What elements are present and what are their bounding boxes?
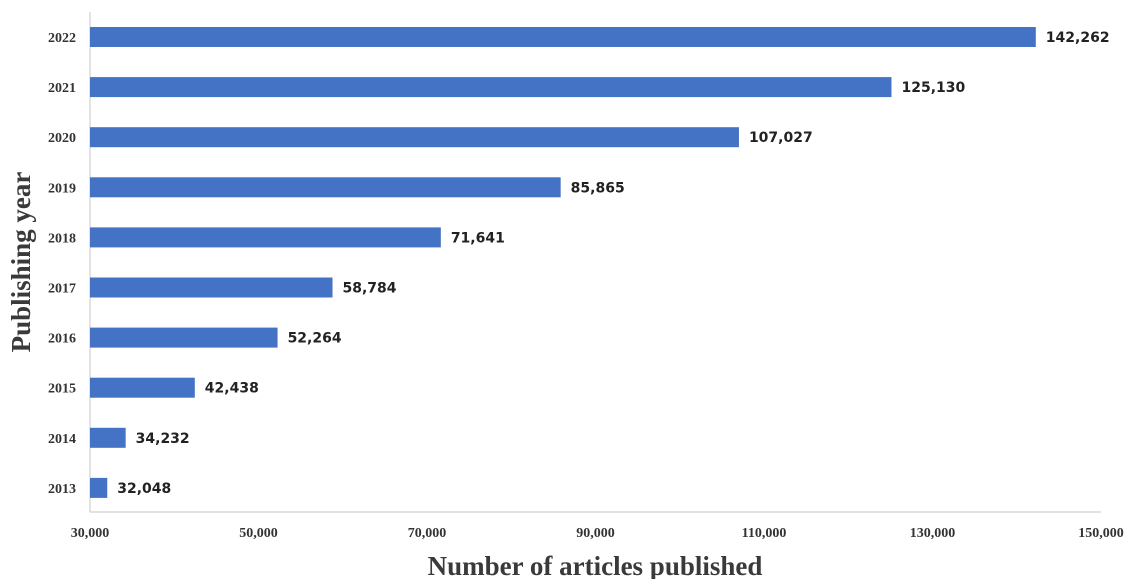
data-labels-layer: 142,262 125,130 107,027 85,865 71,641 58,784 5… (117, 30, 1109, 497)
bar-2017 (90, 277, 333, 298)
data-label-2013: 32,048 (117, 481, 171, 497)
x-tick-150000: 150,000 (1078, 526, 1124, 541)
data-label-2015: 42,438 (205, 381, 259, 397)
y-tick-2018: 2018 (48, 231, 76, 246)
bar-2020 (90, 127, 739, 148)
x-tick-90000: 90,000 (576, 526, 615, 541)
data-label-2016: 52,264 (288, 331, 342, 347)
bar-2016 (90, 327, 278, 348)
x-tick-70000: 70,000 (408, 526, 447, 541)
y-tick-2013: 2013 (48, 482, 76, 497)
y-tick-2019: 2019 (48, 181, 76, 196)
data-label-2022: 142,262 (1046, 30, 1110, 46)
bar-2022 (90, 27, 1036, 47)
x-tick-110000: 110,000 (742, 526, 787, 541)
data-label-2019: 85,865 (571, 180, 625, 196)
bars-layer (90, 27, 1036, 498)
x-axis-title: Number of articles published (428, 551, 763, 579)
x-tick-30000: 30,000 (71, 526, 110, 541)
y-tick-2014: 2014 (48, 432, 76, 447)
bar-2013 (90, 477, 108, 498)
bar-2014 (90, 427, 126, 448)
y-tick-2017: 2017 (48, 282, 76, 297)
data-label-2020: 107,027 (749, 130, 813, 146)
y-tick-2015: 2015 (48, 382, 76, 397)
data-label-2017: 58,784 (343, 281, 397, 297)
y-tick-2020: 2020 (48, 131, 76, 146)
x-tick-130000: 130,000 (910, 526, 956, 541)
x-tick-50000: 50,000 (239, 526, 278, 541)
data-label-2014: 34,232 (136, 431, 190, 447)
bar-2015 (90, 377, 195, 398)
y-tick-labels: 2022 2021 2020 2019 2018 2017 2016 2015 2014 2013 (48, 31, 76, 497)
x-tick-labels: 30,000 50,000 70,000 90,000 110,000 130,000 15… (71, 526, 1124, 541)
data-label-2021: 125,130 (901, 80, 965, 96)
bar-2018 (90, 227, 441, 248)
y-axis-title: Publishing year (6, 172, 36, 353)
data-label-2018: 71,641 (451, 230, 505, 246)
y-tick-2016: 2016 (48, 332, 76, 347)
bar-2021 (90, 77, 892, 98)
y-tick-2022: 2022 (48, 31, 76, 46)
y-tick-2021: 2021 (48, 81, 76, 96)
bar-2019 (90, 177, 561, 198)
